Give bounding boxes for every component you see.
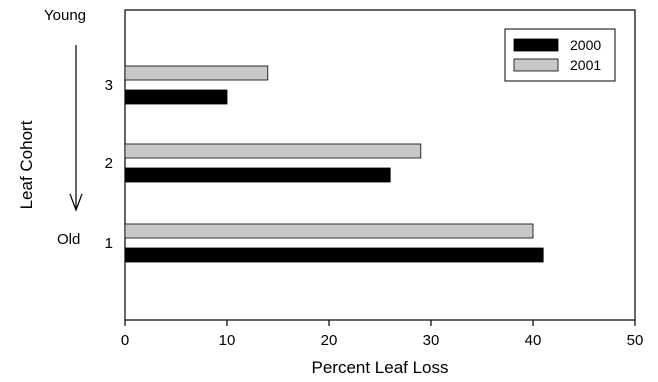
y-axis-title: Leaf Cohort xyxy=(17,120,36,209)
legend-box xyxy=(504,28,616,82)
bar-2001-cohort-3 xyxy=(124,65,269,81)
y-category-label: 1 xyxy=(105,235,113,252)
legend-label-2001: 2001 xyxy=(570,57,601,73)
x-tick-label: 50 xyxy=(627,332,644,349)
legend-swatch-2000 xyxy=(513,38,559,52)
down-arrow-icon xyxy=(69,45,83,212)
plot-frame xyxy=(124,9,636,321)
legend-swatch-2001 xyxy=(513,58,559,72)
x-tick-label: 40 xyxy=(525,332,542,349)
bar-2000-cohort-1 xyxy=(124,247,544,263)
x-tick-label: 20 xyxy=(321,332,338,349)
x-tick-label: 10 xyxy=(219,332,236,349)
y-category-label: 2 xyxy=(105,155,113,172)
legend-label-2000: 2000 xyxy=(570,37,601,53)
x-tick-label: 0 xyxy=(121,332,129,349)
bars-group xyxy=(124,65,544,263)
y-category-label: 3 xyxy=(105,77,113,94)
x-axis-ticks: 0 10 20 30 40 50 xyxy=(121,320,644,349)
x-axis-title: Percent Leaf Loss xyxy=(311,358,448,377)
x-tick-label: 30 xyxy=(423,332,440,349)
bar-2000-cohort-2 xyxy=(124,167,391,183)
bar-2001-cohort-2 xyxy=(124,143,422,159)
annotation-old: Old xyxy=(57,231,80,248)
y-axis-categories: 1 2 3 xyxy=(105,77,113,252)
bar-2001-cohort-1 xyxy=(124,223,534,239)
legend: 2000 2001 xyxy=(504,28,616,82)
bar-2000-cohort-3 xyxy=(124,89,228,105)
annotation-young: Young xyxy=(44,7,86,24)
